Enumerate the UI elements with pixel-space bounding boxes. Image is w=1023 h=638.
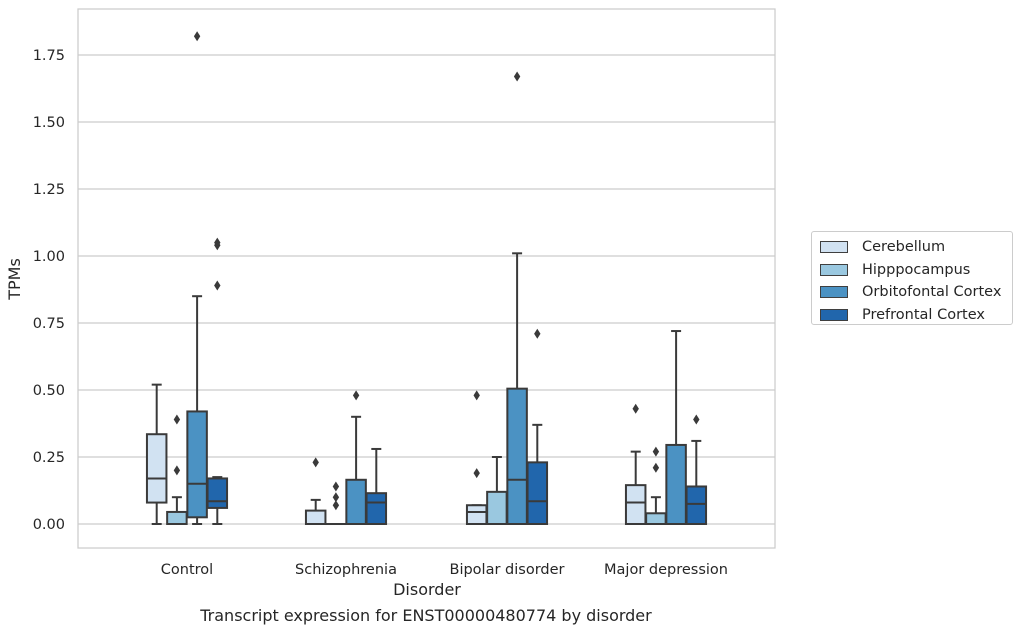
x-tick-label: Control	[161, 562, 213, 578]
box-cerebellum	[626, 404, 646, 524]
outlier-point	[514, 71, 520, 81]
legend-swatch	[820, 309, 848, 321]
outlier-point	[534, 329, 540, 339]
legend-item: Orbitofontal Cortex	[818, 281, 1006, 304]
y-tick-label: 0.75	[33, 316, 65, 332]
box-orbitofontal-cortex	[187, 31, 207, 524]
outlier-point	[313, 457, 319, 467]
box	[346, 480, 366, 524]
legend-label: Cerebellum	[862, 239, 945, 255]
outlier-point	[474, 390, 480, 400]
box	[687, 486, 707, 524]
outlier-point	[174, 414, 180, 424]
legend-swatch	[820, 264, 848, 276]
legend-item: Cerebellum	[818, 236, 1006, 259]
outlier-point	[653, 447, 659, 457]
box	[367, 493, 387, 524]
y-axis-label: TPMs	[5, 258, 24, 301]
legend-item: Prefrontal Cortex	[818, 304, 1006, 327]
legend-label: Orbitofontal Cortex	[862, 284, 1001, 300]
outlier-point	[693, 414, 699, 424]
legend-item: Hipppocampus	[818, 259, 1006, 282]
box	[507, 389, 526, 524]
box-orbitofontal-cortex	[507, 71, 526, 524]
outlier-point	[194, 31, 200, 41]
outlier-point	[633, 404, 639, 414]
x-tick-label: Bipolar disorder	[450, 562, 565, 578]
outlier-point	[214, 280, 220, 290]
y-tick-label: 1.75	[33, 48, 65, 64]
box-prefrontal-cortex	[367, 449, 387, 524]
outlier-point	[174, 465, 180, 475]
legend-swatch	[820, 286, 848, 298]
legend: Cerebellum Hipppocampus Orbitofontal Corte…	[811, 231, 1013, 325]
box-cerebellum	[147, 385, 167, 524]
box	[147, 434, 167, 502]
box-hipppocampus	[487, 457, 507, 524]
box	[528, 462, 548, 524]
box-prefrontal-cortex	[208, 238, 228, 524]
box	[306, 511, 326, 524]
box	[208, 478, 228, 507]
box	[666, 445, 686, 524]
box	[467, 505, 487, 524]
box-hipppocampus	[646, 447, 666, 524]
y-tick-label: 1.25	[33, 182, 65, 198]
y-tick-label: 0.00	[33, 517, 65, 533]
y-axis-ticks: 0.00 0.25 0.50 0.75 1.00 1.25 1.50 1.75	[33, 48, 65, 533]
box	[167, 512, 187, 524]
x-axis-label: Disorder	[393, 580, 461, 599]
box	[646, 513, 666, 524]
box-plots	[147, 31, 706, 524]
box	[626, 485, 646, 524]
box	[187, 411, 207, 517]
chart-caption: Transcript expression for ENST0000048077…	[0, 606, 852, 625]
y-tick-label: 0.50	[33, 383, 65, 399]
box-prefrontal-cortex	[528, 329, 548, 524]
box-cerebellum	[306, 457, 326, 524]
outlier-point	[333, 492, 339, 502]
outlier-point	[353, 390, 359, 400]
x-tick-label: Major depression	[604, 562, 728, 578]
outlier-point	[333, 481, 339, 491]
box-prefrontal-cortex	[687, 414, 707, 524]
box	[487, 492, 507, 524]
legend-label: Prefrontal Cortex	[862, 307, 985, 323]
box-orbitofontal-cortex	[666, 331, 686, 524]
y-tick-label: 1.00	[33, 249, 65, 265]
outlier-point	[474, 468, 480, 478]
box-hipppocampus	[326, 481, 346, 524]
legend-swatch	[820, 241, 848, 253]
outlier-point	[653, 463, 659, 473]
box-hipppocampus	[167, 414, 187, 524]
legend-label: Hipppocampus	[862, 262, 970, 278]
x-axis-ticks: Control Schizophrenia Bipolar disorder Majo…	[161, 562, 728, 578]
x-tick-label: Schizophrenia	[295, 562, 397, 578]
y-tick-label: 1.50	[33, 115, 65, 131]
y-tick-label: 0.25	[33, 450, 65, 466]
